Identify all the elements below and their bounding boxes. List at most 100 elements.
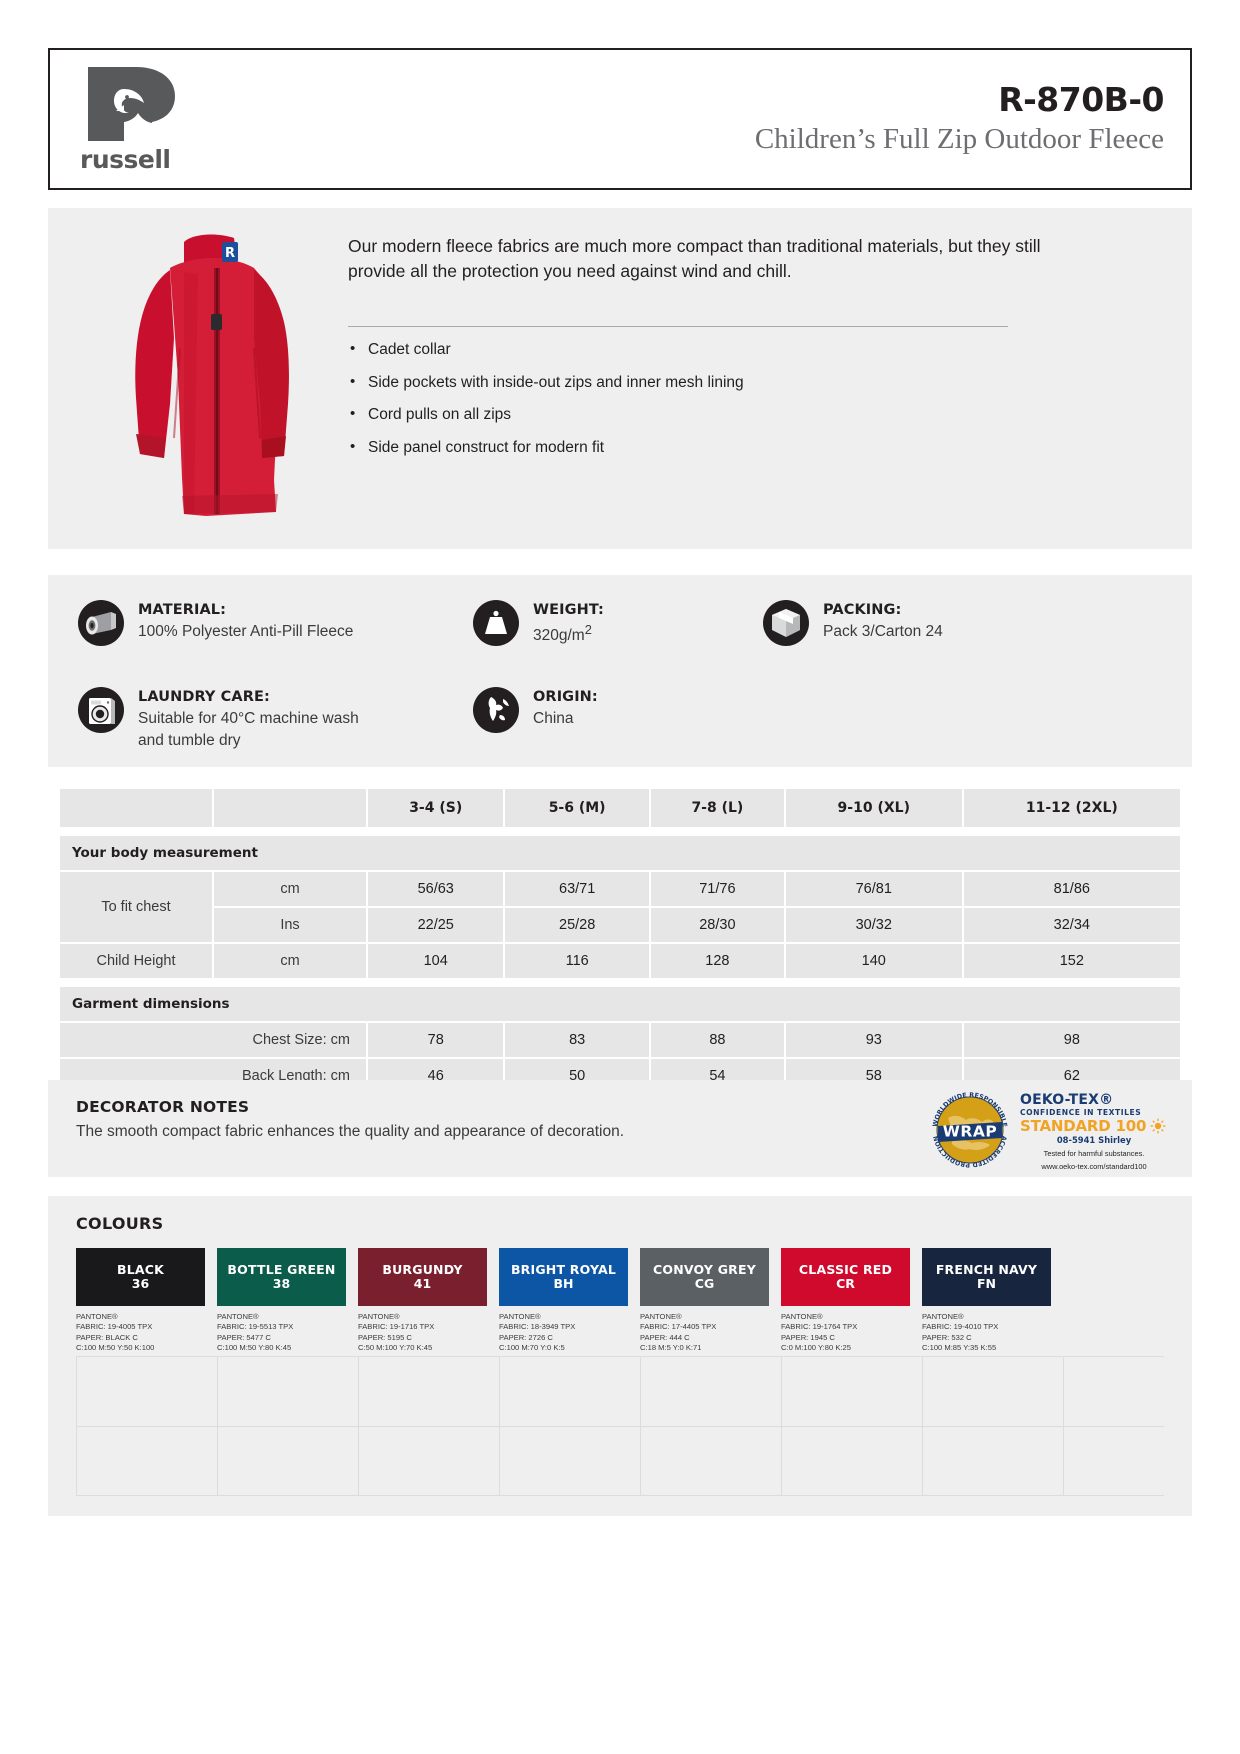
colour-swatch[interactable]: CLASSIC RED CR PANTONE® FABRIC: 19-1764 TPX… (781, 1248, 910, 1354)
spec-weight-superscript: 2 (584, 622, 592, 637)
colour-spec-fabric: FABRIC: 19-4010 TPX (922, 1322, 999, 1332)
colours-title: COLOURS (76, 1214, 164, 1233)
table-row-chest-size: Chest Size: cm 78 83 88 93 98 (60, 1023, 1180, 1057)
colour-spec-cmyk: C:100 M:70 Y:0 K:5 (499, 1343, 565, 1353)
colour-swatch[interactable]: BURGUNDY 41 PANTONE® FABRIC: 19-1716 TPX PAP… (358, 1248, 487, 1354)
cell-chest-cm-2xl: 81/86 (963, 872, 1180, 906)
colour-spec-pantone: PANTONE® (76, 1312, 118, 1321)
oekotex-url: www.oeko-tex.com/standard100 (1041, 1162, 1147, 1171)
colour-name: BLACK (116, 1262, 165, 1277)
spec-origin-label: ORIGIN: (533, 689, 598, 705)
spec-laundry-care: LAUNDRY CARE: Suitable for 40°C machine … (78, 687, 388, 753)
colour-spec-cmyk: C:100 M:85 Y:35 K:55 (922, 1343, 997, 1353)
header-blank-2 (214, 789, 366, 827)
decorator-notes-title: DECORATOR NOTES (76, 1098, 250, 1116)
colour-name: BRIGHT ROYAL (510, 1262, 617, 1277)
colour-spec-paper: PAPER: 2726 C (499, 1332, 553, 1342)
wrap-certification-icon: WORLDWIDE RESPONSIBLE ACCREDITED PRODUCT… (931, 1091, 1009, 1168)
colour-swatch[interactable]: BLACK 36 PANTONE® FABRIC: 19-4005 TPX PAPER:… (76, 1248, 205, 1354)
weight-icon (473, 600, 519, 646)
spec-weight: WEIGHT: 320g/m2 (473, 600, 604, 648)
feature-item: Cadet collar (348, 341, 1048, 358)
colour-swatch-row: BLACK 36 PANTONE® FABRIC: 19-4005 TPX PAPER:… (76, 1248, 1051, 1354)
size-header-2xl: 11-12 (2XL) (963, 789, 1180, 827)
spec-weight-value: 320g/m2 (533, 621, 604, 648)
header-blank-1 (60, 789, 212, 827)
colour-spec-cmyk: C:100 M:50 Y:80 K:45 (217, 1343, 292, 1353)
table-row-chest-ins: Ins 22/25 25/28 28/30 30/32 32/34 (60, 908, 1180, 942)
sun-burst-icon (1150, 1118, 1166, 1134)
row-label-child-height: Child Height (60, 944, 212, 978)
unit-cm-height: cm (214, 944, 366, 978)
spec-origin-value: China (533, 710, 574, 727)
colour-spec: PANTONE® FABRIC: 19-1764 TPX PAPER: 1945 C… (781, 1312, 910, 1354)
colour-code: FN (976, 1276, 996, 1291)
product-code: R-870B-0 (998, 79, 1164, 119)
colour-spec-pantone: PANTONE® (358, 1312, 400, 1321)
colour-chip[interactable]: BLACK 36 (76, 1248, 205, 1306)
colour-code: CR (836, 1276, 855, 1291)
feature-list: Cadet collar Side pockets with inside-ou… (348, 341, 1048, 472)
colour-swatch[interactable]: BOTTLE GREEN 38 PANTONE® FABRIC: 19-5513 TP… (217, 1248, 346, 1354)
feature-item: Side panel construct for modern fit (348, 439, 1048, 456)
colour-grid-lines (76, 1356, 1164, 1496)
colours-panel: COLOURS BLACK 36 PANTONE® FABRIC: 19-4005 T… (48, 1196, 1192, 1516)
spec-material-label: MATERIAL: (138, 602, 227, 618)
decorator-notes-panel: DECORATOR NOTES The smooth compact fabri… (48, 1080, 1192, 1177)
cell-gchest-xl: 93 (785, 1023, 962, 1057)
table-row-child-height: Child Height cm 104 116 128 140 152 (60, 944, 1180, 978)
cell-chest-cm-l: 71/76 (650, 872, 784, 906)
colour-spec-cmyk: C:0 M:100 Y:80 K:25 (781, 1343, 851, 1353)
garment-dimensions-title: Garment dimensions (60, 987, 1180, 1021)
colour-spec-fabric: FABRIC: 19-4005 TPX (76, 1322, 153, 1332)
size-header-m: 5-6 (M) (505, 789, 649, 827)
product-name: Children’s Full Zip Outdoor Fleece (754, 123, 1164, 156)
feature-item: Side pockets with inside-out zips and in… (348, 374, 1048, 391)
colour-spec-pantone: PANTONE® (781, 1312, 823, 1321)
oekotex-standard: STANDARD 100 (1020, 1118, 1168, 1134)
colour-spec: PANTONE® FABRIC: 19-5513 TPX PAPER: 5477 C… (217, 1312, 346, 1354)
cell-gchest-s: 78 (368, 1023, 504, 1057)
oekotex-title: OEKO-TEX® (1020, 1091, 1114, 1108)
colour-chip[interactable]: BRIGHT ROYAL BH (499, 1248, 628, 1306)
colour-spec-pantone: PANTONE® (499, 1312, 541, 1321)
cell-height-s: 104 (368, 944, 504, 978)
colour-spec-fabric: FABRIC: 19-5513 TPX (217, 1322, 294, 1332)
certification-logos: WORLDWIDE RESPONSIBLE ACCREDITED PRODUCT… (928, 1088, 1168, 1172)
colour-swatch[interactable]: CONVOY GREY CG PANTONE® FABRIC: 17-4405 TPX… (640, 1248, 769, 1354)
washing-machine-icon (78, 687, 124, 733)
colour-spec-paper: PAPER: 5195 C (358, 1332, 412, 1342)
colour-swatch[interactable]: BRIGHT ROYAL BH PANTONE® FABRIC: 18-3949 TP… (499, 1248, 628, 1354)
oekotex-tested-text: Tested for harmful substances. (1043, 1148, 1145, 1158)
row-label-to-fit-chest: To fit chest (60, 872, 212, 942)
cell-chest-cm-s: 56/63 (368, 872, 504, 906)
colour-chip[interactable]: CLASSIC RED CR (781, 1248, 910, 1306)
garment-photo: R (135, 234, 289, 516)
colour-chip[interactable]: FRENCH NAVY FN (922, 1248, 1051, 1306)
package-box-icon (763, 600, 809, 646)
colour-spec-paper: PAPER: 5477 C (217, 1332, 271, 1342)
colour-spec-fabric: FABRIC: 19-1716 TPX (358, 1322, 435, 1332)
colour-chip[interactable]: BURGUNDY 41 (358, 1248, 487, 1306)
specifications-panel: MATERIAL: 100% Polyester Anti-Pill Fleec… (48, 575, 1192, 767)
colour-chip[interactable]: BOTTLE GREEN 38 (217, 1248, 346, 1306)
spec-laundry-value: Suitable for 40°C machine wash and tumbl… (138, 710, 359, 750)
header-titles: R-870B-0 Children’s Full Zip Outdoor Fle… (754, 79, 1165, 156)
garment-dimensions-section-row: Garment dimensions (60, 987, 1180, 1021)
colour-code: BH (553, 1276, 574, 1291)
colour-code: 36 (131, 1276, 150, 1291)
colour-chip[interactable]: CONVOY GREY CG (640, 1248, 769, 1306)
globe-icon (473, 687, 519, 733)
spec-packing-value: Pack 3/Carton 24 (823, 623, 943, 640)
cell-chest-ins-l: 28/30 (650, 908, 784, 942)
cell-height-m: 116 (505, 944, 649, 978)
cell-height-2xl: 152 (963, 944, 1180, 978)
spec-material: MATERIAL: 100% Polyester Anti-Pill Fleec… (78, 600, 353, 646)
oekotex-subtitle: CONFIDENCE IN TEXTILES (1020, 1107, 1142, 1117)
cell-gchest-l: 88 (650, 1023, 784, 1057)
cell-height-l: 128 (650, 944, 784, 978)
colour-swatch[interactable]: FRENCH NAVY FN PANTONE® FABRIC: 19-4010 TPX… (922, 1248, 1051, 1354)
cell-height-xl: 140 (785, 944, 962, 978)
colour-name: FRENCH NAVY (935, 1262, 1038, 1277)
